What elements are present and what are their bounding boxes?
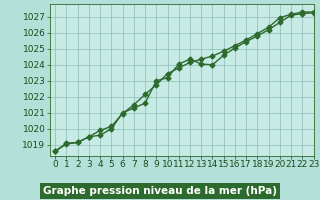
Text: Graphe pression niveau de la mer (hPa): Graphe pression niveau de la mer (hPa) [43, 186, 277, 196]
